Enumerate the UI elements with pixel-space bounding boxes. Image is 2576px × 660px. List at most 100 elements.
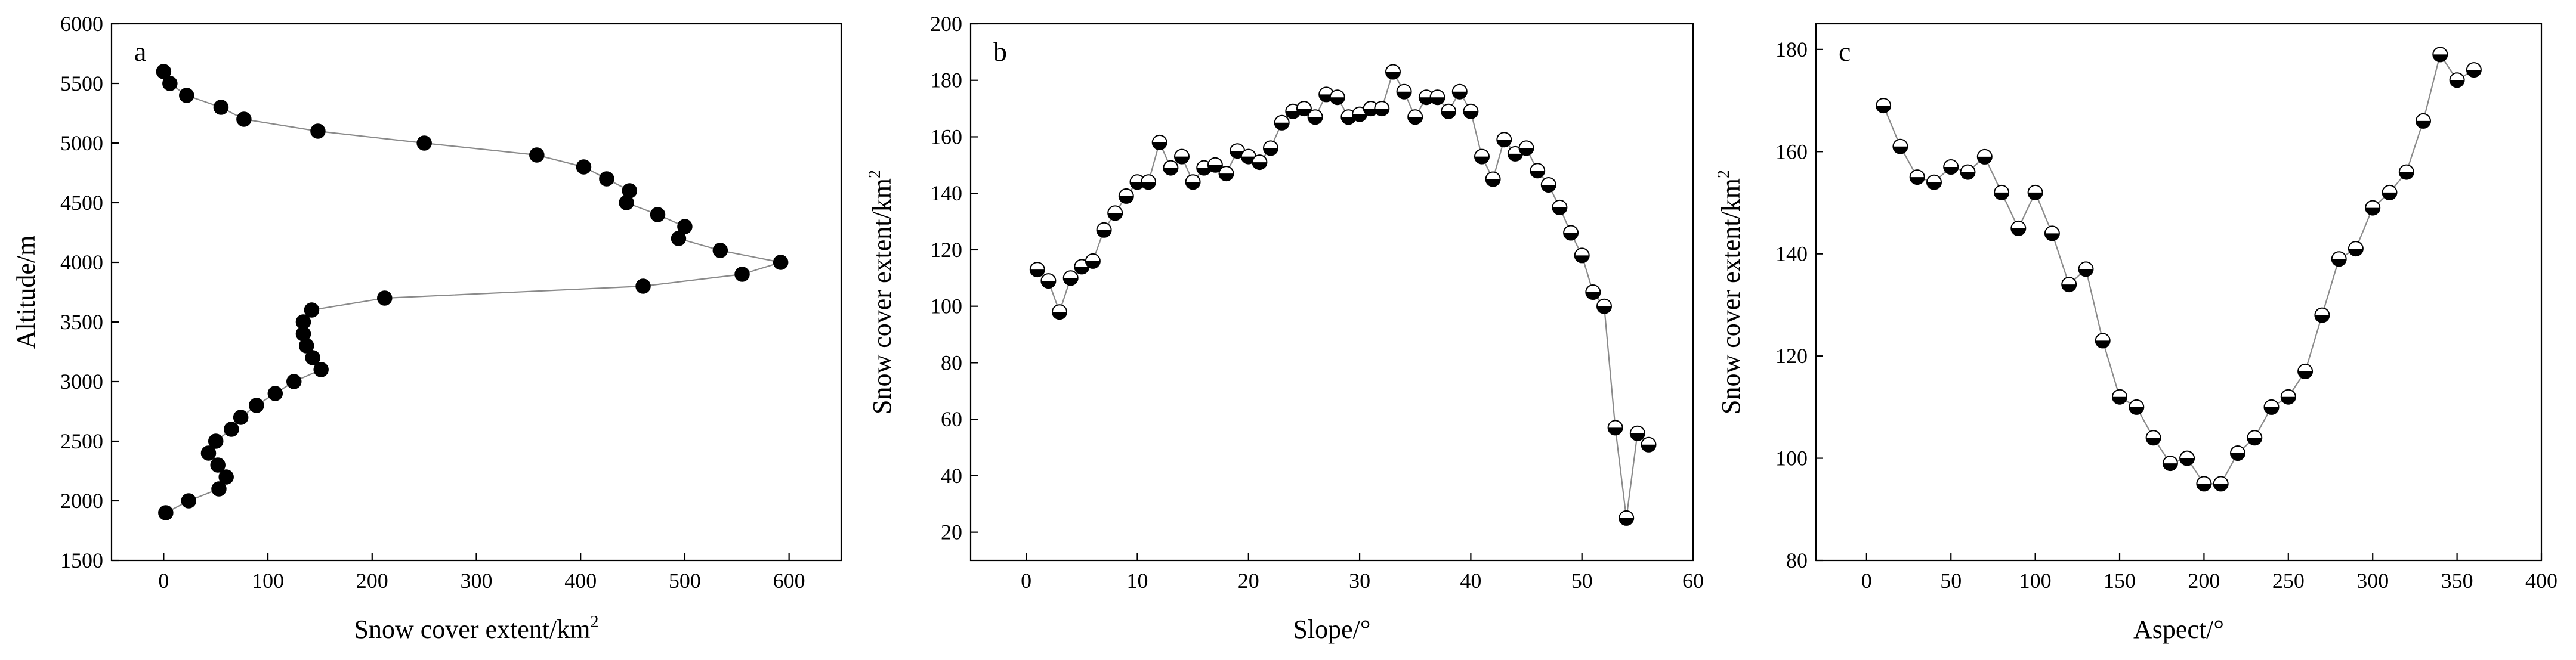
x-tick-label-b: 10 xyxy=(1126,569,1148,593)
plot-frame-c xyxy=(1815,23,2543,562)
data-point-c xyxy=(2078,261,2094,277)
data-point-c xyxy=(2129,399,2145,415)
data-point-a xyxy=(310,123,326,139)
x-tick-label-c: 50 xyxy=(1940,569,1962,593)
data-point-c xyxy=(1994,184,2010,200)
data-point-c xyxy=(1976,148,1993,165)
data-point-a xyxy=(650,207,666,222)
data-point-b xyxy=(1463,103,1479,119)
x-tick-label-b: 50 xyxy=(1571,569,1593,593)
x-tick-label-a: 0 xyxy=(158,569,169,593)
data-point-a xyxy=(734,267,750,282)
y-axis-label-c: Snow cover extent/km2 xyxy=(1715,170,1746,414)
data-point-c xyxy=(2297,363,2314,379)
data-point-c xyxy=(2348,241,2364,257)
y-tick-label-a: 3000 xyxy=(60,370,103,393)
data-point-c xyxy=(2314,307,2330,323)
x-tick-label-c: 150 xyxy=(2104,569,2136,593)
data-point-b xyxy=(1540,177,1556,193)
data-point-b xyxy=(1619,510,1635,526)
data-point-b xyxy=(1474,148,1490,165)
data-point-c xyxy=(2280,389,2296,405)
data-point-b xyxy=(1629,425,1645,441)
data-point-c xyxy=(1960,164,1976,180)
data-point-b xyxy=(1118,188,1134,204)
x-tick-label-c: 300 xyxy=(2356,569,2389,593)
data-point-b xyxy=(1563,225,1579,241)
data-point-a xyxy=(236,111,252,127)
y-tick-label-c: 160 xyxy=(1775,140,1808,163)
series-line-a xyxy=(163,71,782,513)
y-tick-label-b: 80 xyxy=(941,351,962,374)
data-point-c xyxy=(2196,476,2212,492)
y-tick-label-b: 160 xyxy=(930,125,962,148)
data-point-b xyxy=(1174,148,1190,165)
data-point-b xyxy=(1574,247,1590,264)
panel-letter-b: b xyxy=(993,36,1007,67)
data-point-b xyxy=(1107,205,1123,221)
y-tick-label-b: 140 xyxy=(930,181,962,205)
y-tick-label-b: 180 xyxy=(930,69,962,92)
data-point-a xyxy=(179,88,194,103)
data-point-a xyxy=(213,100,229,115)
data-point-b xyxy=(1207,157,1223,173)
data-point-c xyxy=(2382,184,2398,200)
data-point-a xyxy=(635,278,651,294)
data-point-c xyxy=(2112,389,2127,405)
data-point-c xyxy=(2247,430,2263,446)
data-point-c xyxy=(2263,399,2280,415)
y-tick-label-b: 60 xyxy=(941,407,962,431)
y-tick-label-a: 5000 xyxy=(60,131,103,155)
data-point-b xyxy=(1218,166,1234,182)
x-tick-label-a: 300 xyxy=(461,569,493,593)
data-point-a xyxy=(313,362,329,377)
data-point-a xyxy=(156,64,172,79)
data-point-c xyxy=(2044,225,2060,241)
y-tick-label-b: 40 xyxy=(941,464,962,488)
data-point-c xyxy=(1876,98,1892,114)
data-point-b xyxy=(1296,101,1312,117)
data-point-c xyxy=(2145,430,2161,446)
data-point-a xyxy=(677,219,693,234)
series-line-c xyxy=(1883,52,2475,485)
x-tick-label-a: 100 xyxy=(252,569,284,593)
data-point-a xyxy=(305,350,320,365)
data-point-c xyxy=(1943,159,1959,175)
y-tick-label-b: 120 xyxy=(930,238,962,262)
y-tick-label-b: 100 xyxy=(930,295,962,318)
x-tick-label-c: 100 xyxy=(2019,569,2052,593)
x-tick-label-c: 350 xyxy=(2441,569,2473,593)
chart-panel-b: 0 10 20 30 40 50 60 20 40 60 80 100 120 140 160 180 200 S… xyxy=(866,12,1704,644)
data-point-b xyxy=(1429,89,1445,106)
y-tick-label-a: 4000 xyxy=(60,250,103,274)
x-tick-label-a: 400 xyxy=(564,569,597,593)
data-point-a xyxy=(162,76,178,91)
y-tick-label-a: 5500 xyxy=(60,72,103,95)
data-point-c xyxy=(2095,333,2111,349)
data-point-a xyxy=(529,147,545,163)
data-point-b xyxy=(1352,106,1368,122)
x-tick-label-b: 60 xyxy=(1682,569,1704,593)
data-point-b xyxy=(1263,140,1278,156)
data-point-b xyxy=(1029,262,1045,278)
data-point-b xyxy=(1607,420,1623,436)
data-point-b xyxy=(1085,253,1101,269)
data-point-c xyxy=(2449,72,2465,88)
data-point-b xyxy=(1040,273,1057,289)
data-point-a xyxy=(181,493,197,509)
data-point-a xyxy=(210,457,226,473)
y-tick-label-a: 2500 xyxy=(60,429,103,453)
y-tick-label-b: 200 xyxy=(930,12,962,36)
data-point-c xyxy=(2061,277,2077,293)
data-point-b xyxy=(1451,83,1468,100)
data-point-a xyxy=(267,386,283,401)
x-tick-label-c: 400 xyxy=(2525,569,2558,593)
data-point-c xyxy=(1892,138,1908,154)
y-tick-label-a: 6000 xyxy=(60,12,103,36)
data-point-a xyxy=(224,422,239,437)
data-point-c xyxy=(2010,220,2027,236)
data-point-b xyxy=(1285,103,1301,119)
data-point-b xyxy=(1185,174,1201,190)
data-point-b xyxy=(1151,134,1167,150)
data-point-b xyxy=(1274,114,1290,131)
